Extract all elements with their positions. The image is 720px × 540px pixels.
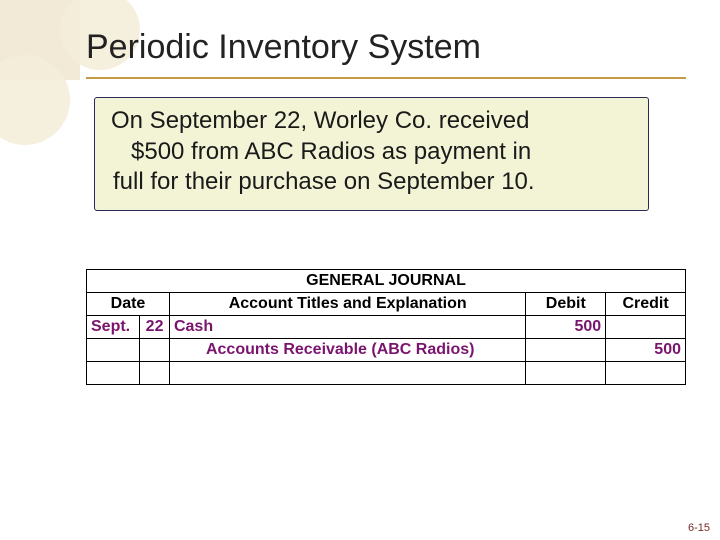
header-account: Account Titles and Explanation <box>169 293 525 316</box>
cell-day: 22 <box>140 316 170 339</box>
header-credit: Credit <box>606 293 686 316</box>
cell-month <box>87 339 140 362</box>
cell-month: Sept. <box>87 316 140 339</box>
journal-row <box>87 362 686 385</box>
transaction-callout: On September 22, Worley Co. received $50… <box>94 97 649 211</box>
cell-debit <box>526 339 606 362</box>
page-title: Periodic Inventory System <box>86 28 690 67</box>
cell-credit <box>606 316 686 339</box>
callout-line-2: $500 from ABC Radios as payment in <box>105 137 638 168</box>
journal-title: GENERAL JOURNAL <box>87 270 686 293</box>
callout-line-3: full for their purchase on September 10. <box>105 167 638 198</box>
journal-header-row: Date Account Titles and Explanation Debi… <box>87 293 686 316</box>
cell-month <box>87 362 140 385</box>
slide-content: Periodic Inventory System On September 2… <box>86 28 690 520</box>
journal-row: Accounts Receivable (ABC Radios) 500 <box>87 339 686 362</box>
journal-row: Sept. 22 Cash 500 <box>87 316 686 339</box>
cell-account: Cash <box>169 316 525 339</box>
cell-credit <box>606 362 686 385</box>
page-number: 6-15 <box>688 522 710 534</box>
cell-credit: 500 <box>606 339 686 362</box>
cell-account <box>169 362 525 385</box>
cell-day <box>140 362 170 385</box>
cell-debit <box>526 362 606 385</box>
header-debit: Debit <box>526 293 606 316</box>
cell-debit: 500 <box>526 316 606 339</box>
journal-title-row: GENERAL JOURNAL <box>87 270 686 293</box>
general-journal: GENERAL JOURNAL Date Account Titles and … <box>86 269 686 385</box>
callout-line-1: On September 22, Worley Co. received <box>105 106 638 137</box>
cell-account: Accounts Receivable (ABC Radios) <box>169 339 525 362</box>
title-underline <box>86 77 686 79</box>
cell-day <box>140 339 170 362</box>
header-date: Date <box>87 293 170 316</box>
